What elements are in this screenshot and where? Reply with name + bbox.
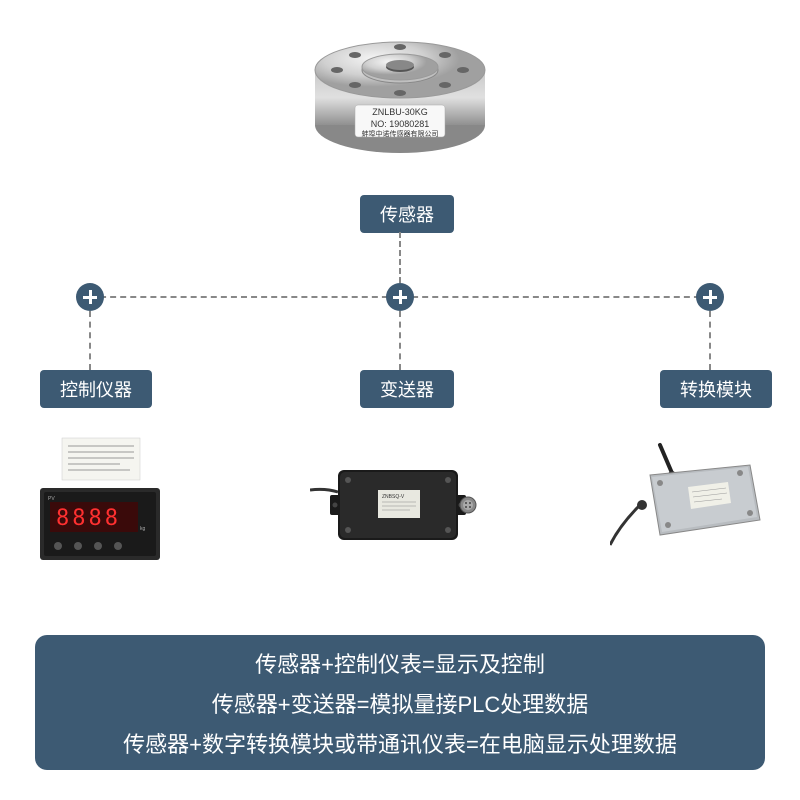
line-right-down (709, 311, 711, 370)
branch-center-label: 变送器 (360, 370, 454, 408)
summary-line-2: 传感器+变送器=模拟量接PLC处理数据 (212, 687, 589, 719)
controller-svg: 8888 PV kg (20, 430, 200, 580)
plus-node-left (76, 283, 104, 311)
branch-center-text: 变送器 (380, 380, 434, 400)
branch-right-label: 转换模块 (660, 370, 772, 408)
loadcell-svg (300, 15, 500, 175)
branch-left-text: 控制仪器 (60, 380, 132, 400)
sensor-model: ZNLBU-30KG (358, 107, 442, 119)
sensor-company: 蚌埠中诺传感器有限公司 (358, 130, 442, 139)
summary-panel: 传感器+控制仪表=显示及控制 传感器+变送器=模拟量接PLC处理数据 传感器+数… (35, 635, 765, 770)
svg-text:kg: kg (140, 526, 146, 532)
line-left-down (89, 311, 91, 370)
converter-svg (610, 435, 780, 565)
plus-node-center (386, 283, 414, 311)
sensor-model-line: ZNLBU-30KG NO: 19080281 蚌埠中诺传感器有限公司 (358, 107, 442, 139)
device-transmitter: ZNBSQ-V (310, 440, 490, 560)
summary-line-3: 传感器+数字转换模块或带通讯仪表=在电脑显示处理数据 (123, 727, 677, 759)
svg-text:PV: PV (48, 496, 55, 502)
transmitter-svg: ZNBSQ-V (310, 440, 490, 570)
line-sensor-down (399, 232, 401, 283)
device-controller: 8888 PV kg (20, 430, 200, 550)
sensor-label: 传感器 (360, 195, 454, 233)
line-center-down (399, 311, 401, 370)
sensor-serial: NO: 19080281 (358, 119, 442, 131)
plus-node-right (696, 283, 724, 311)
summary-line-1: 传感器+控制仪表=显示及控制 (255, 647, 545, 679)
branch-right-text: 转换模块 (680, 380, 752, 400)
sensor-label-text: 传感器 (380, 205, 434, 225)
device-converter (610, 435, 780, 555)
sensor-loadcell: ZNLBU-30KG NO: 19080281 蚌埠中诺传感器有限公司 (300, 15, 500, 175)
branch-left-label: 控制仪器 (40, 370, 152, 408)
svg-text:8888: 8888 (56, 506, 121, 531)
svg-text:ZNBSQ-V: ZNBSQ-V (382, 494, 405, 500)
